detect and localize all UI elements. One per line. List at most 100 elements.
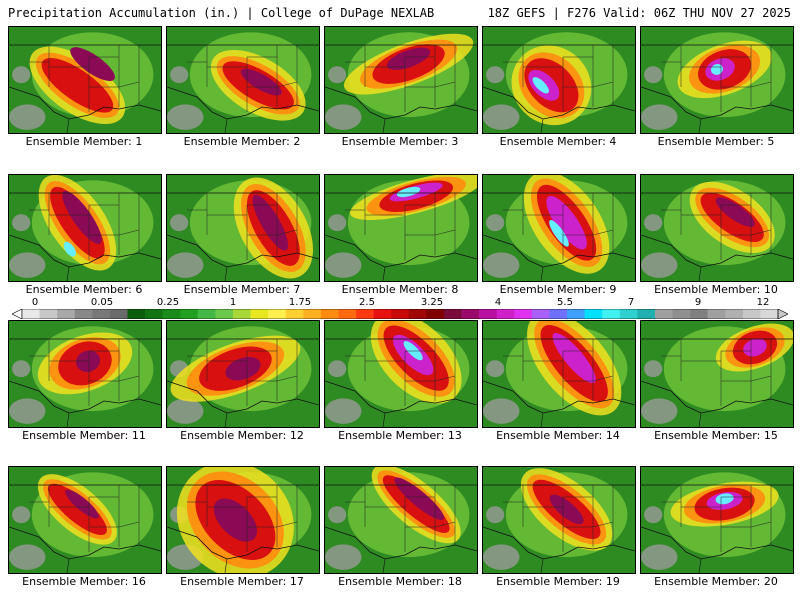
precip-map [9,467,161,573]
legend-color-swatch [92,309,111,319]
precip-map [483,467,635,573]
ensemble-member-panel [8,466,162,574]
ensemble-member-label: Ensemble Member: 10 [654,283,778,296]
legend-color-swatch [584,309,603,319]
legend-color-swatch [57,309,76,319]
ensemble-member-panel [8,174,162,282]
precip-map [641,321,793,427]
ensemble-member-label: Ensemble Member: 3 [341,135,459,148]
legend-color-swatch [549,309,568,319]
precip-map [641,175,793,281]
legend-color-swatch [461,309,480,319]
ensemble-member-panel [166,26,320,134]
legend-color-swatch [338,309,357,319]
ensemble-member-label: Ensemble Member: 13 [338,429,462,442]
legend-color-swatch [232,309,251,319]
legend-color-swatch [268,309,287,319]
legend-tick-label: 0.05 [90,297,114,308]
legend-color-swatch [285,309,304,319]
legend-tick-label: 1 [229,297,237,308]
legend-color-swatch [197,309,216,319]
legend-tick-label: 12 [756,297,770,308]
precip-map [167,27,319,133]
precip-map [641,467,793,573]
precip-map [483,321,635,427]
ensemble-member-label: Ensemble Member: 16 [22,575,146,588]
map-title: Precipitation Accumulation (in.) | Colle… [8,6,435,20]
legend-tick-label: 9 [694,297,702,308]
precip-map [483,175,635,281]
legend-tick-label: 0.25 [156,297,180,308]
legend-color-swatch [22,309,40,319]
legend-color-swatch [496,309,515,319]
ensemble-member-panel [324,320,478,428]
ensemble-member-panel [324,26,478,134]
ensemble-member-panel [482,466,636,574]
legend-color-swatch [303,309,322,319]
legend-color-swatch [180,309,199,319]
legend-color-swatch [109,309,128,319]
legend-tick-label: 1.75 [288,297,312,308]
ensemble-member-panel [640,320,794,428]
ensemble-member-panel [482,26,636,134]
legend-color-swatch [760,309,779,319]
ensemble-member-panel [166,174,320,282]
ensemble-member-label: Ensemble Member: 19 [496,575,620,588]
legend-color-swatch [39,309,58,319]
ensemble-member-label: Ensemble Member: 6 [25,283,143,296]
legend-color-swatch [725,309,744,319]
run-valid-time: 18Z GEFS | F276 Valid: 06Z THU NOV 27 20… [487,6,791,20]
legend-color-bar [12,309,788,319]
legend-color-swatch [391,309,410,319]
ensemble-member-panel [324,466,478,574]
legend-color-swatch [426,309,445,319]
ensemble-member-label: Ensemble Member: 15 [654,429,778,442]
ensemble-member-label: Ensemble Member: 20 [654,575,778,588]
precip-map [9,321,161,427]
precip-map [325,27,477,133]
ensemble-member-panel [640,466,794,574]
legend-low-arrow [12,309,23,319]
precip-map [167,467,319,573]
legend-high-arrow [777,309,788,319]
legend-color-swatch [637,309,656,319]
legend-tick-label: 7 [627,297,635,308]
legend-tick-label: 0 [31,297,39,308]
legend-color-swatch [602,309,621,319]
precip-map [167,321,319,427]
ensemble-member-label: Ensemble Member: 11 [22,429,146,442]
precip-map [167,175,319,281]
ensemble-member-panel [324,174,478,282]
legend-color-swatch [514,309,533,319]
ensemble-member-label: Ensemble Member: 1 [25,135,143,148]
ensemble-member-panel [8,26,162,134]
ensemble-member-panel [8,320,162,428]
ensemble-member-label: Ensemble Member: 12 [180,429,304,442]
ensemble-member-panel [640,174,794,282]
legend-color-swatch [127,309,146,319]
legend-color-swatch [742,309,761,319]
legend-color-swatch [356,309,374,319]
legend-color-swatch [250,309,269,319]
ensemble-member-panel [640,26,794,134]
legend-color-swatch [145,309,163,319]
legend-color-swatch [531,309,550,319]
precip-map [325,467,477,573]
legend-color-swatch [567,309,585,319]
ensemble-member-label: Ensemble Member: 17 [180,575,304,588]
precip-map [483,27,635,133]
ensemble-member-label: Ensemble Member: 4 [499,135,617,148]
legend-color-swatch [162,309,181,319]
legend-color-swatch [479,309,497,319]
legend-color-swatch [690,309,708,319]
legend-tick-label: 3.25 [420,297,444,308]
precip-map [325,321,477,427]
ensemble-member-label: Ensemble Member: 18 [338,575,462,588]
legend-color-swatch [619,309,638,319]
ensemble-member-label: Ensemble Member: 9 [499,283,617,296]
precip-map [9,175,161,281]
legend-color-swatch [408,309,427,319]
legend-tick-label: 2.5 [359,297,375,308]
ensemble-member-panel [166,466,320,574]
ensemble-member-label: Ensemble Member: 8 [341,283,459,296]
